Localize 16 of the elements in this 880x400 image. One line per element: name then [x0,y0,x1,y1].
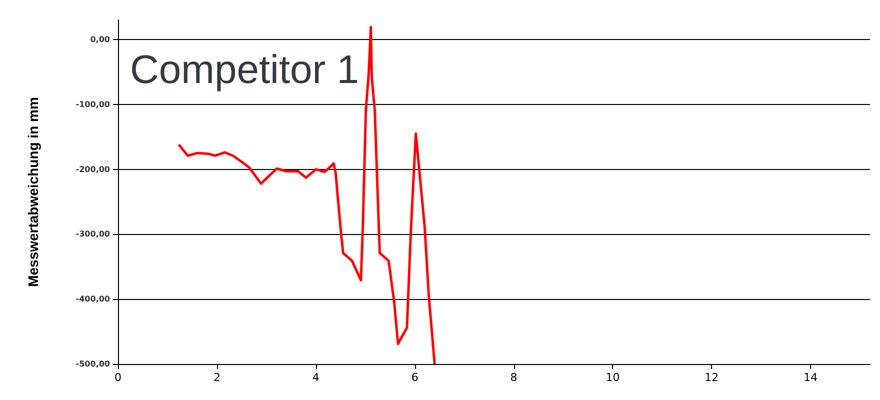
y-tick-label: -400,00 [76,294,110,304]
y-tick-label: -100,00 [76,100,110,109]
x-tick-label: 4 [312,371,320,384]
text: Competitor 1 [130,48,359,92]
x-tick-label: 2 [213,371,220,384]
y-tick-label: -500,00 [76,360,110,368]
x-tick-label: 6 [411,371,418,384]
x-tick-label: 14 [804,371,818,384]
y-tick-label: -300,00 [76,230,110,239]
y-tick-label: 0,00 [90,34,110,44]
x-tick-label: 12 [704,371,719,384]
x-tick-label: 10 [606,371,620,384]
x-tick-label: 0 [114,371,122,384]
y-axis-title: Messwertabweichung in mm [25,97,41,287]
y-tick-label: -200,00 [76,164,110,174]
x-tick-label: 8 [510,371,518,384]
